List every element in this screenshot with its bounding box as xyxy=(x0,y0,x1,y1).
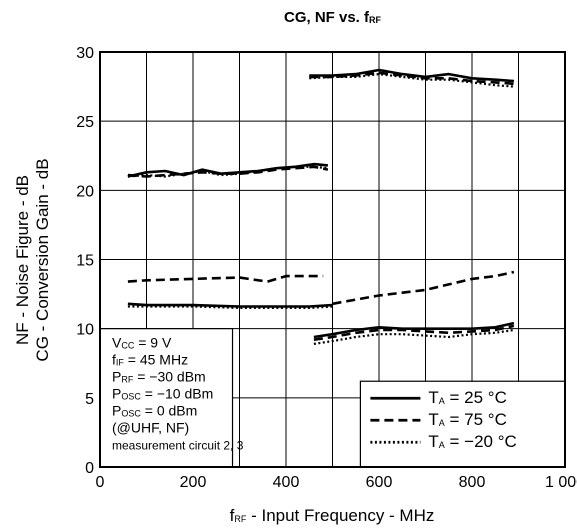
x-axis-label: fRF - Input Frequency - MHz xyxy=(230,506,435,525)
series-line-dotted xyxy=(127,165,329,178)
y-tick-label: 10 xyxy=(76,322,94,339)
chart-title: CG, NF vs. fRF xyxy=(284,9,382,26)
legend: TA = 25 °C TA = 75 °C TA = −20 °C xyxy=(370,388,517,451)
legend-label: TA = 75 °C xyxy=(428,410,507,429)
series-line-dashed xyxy=(127,274,324,283)
legend-label: TA = 25 °C xyxy=(428,388,507,407)
condition-line: POSC = 0 dBm xyxy=(112,403,197,419)
condition-line: (@UHF, NF) xyxy=(112,420,189,436)
condition-line: measurement circuit 2, 3 xyxy=(112,439,244,453)
y-tick-label: 0 xyxy=(85,460,94,477)
series-line-dashed xyxy=(309,71,514,86)
legend-label: TA = −20 °C xyxy=(428,432,516,451)
series-line-solid xyxy=(309,68,514,83)
x-tick-label: 1 000 xyxy=(545,474,577,491)
series-line-dotted xyxy=(313,328,515,345)
x-tick-label: 600 xyxy=(366,474,393,491)
legend-box xyxy=(359,380,566,468)
condition-line: VCC = 9 V xyxy=(112,335,172,351)
y-tick-labels: 0 5 10 15 20 25 30 xyxy=(76,45,94,477)
series-line-dotted xyxy=(127,305,333,309)
y-tick-label: 30 xyxy=(76,45,94,62)
x-tick-label: 800 xyxy=(459,474,486,491)
series-line-solid xyxy=(313,321,515,339)
series-line-dashed xyxy=(127,165,329,178)
y-tick-label: 15 xyxy=(76,253,94,270)
y-axis-label-nf: NF - Noise Figure - dB xyxy=(13,175,32,345)
x-tick-labels: 0 200 400 600 800 1 000 xyxy=(96,474,577,491)
series-layer xyxy=(127,68,515,345)
series-line-dashed xyxy=(313,324,515,341)
y-tick-label: 5 xyxy=(85,391,94,408)
series-line-dotted xyxy=(309,73,514,88)
y-tick-label: 20 xyxy=(76,183,94,200)
x-tick-label: 0 xyxy=(96,474,105,491)
condition-line: fIF = 45 MHz xyxy=(112,352,188,368)
conditions-box xyxy=(99,328,234,468)
y-axis-label-cg: CG - Conversion Gain - dB xyxy=(33,158,52,361)
condition-line: PRF = −30 dBm xyxy=(112,369,206,385)
x-tick-label: 400 xyxy=(273,474,300,491)
x-tick-label: 200 xyxy=(180,474,207,491)
condition-line: POSC = −10 dBm xyxy=(112,386,213,402)
y-tick-label: 25 xyxy=(76,114,94,131)
series-line-dashed xyxy=(332,270,515,306)
plot-frame xyxy=(99,51,566,468)
series-line-solid xyxy=(127,302,333,308)
